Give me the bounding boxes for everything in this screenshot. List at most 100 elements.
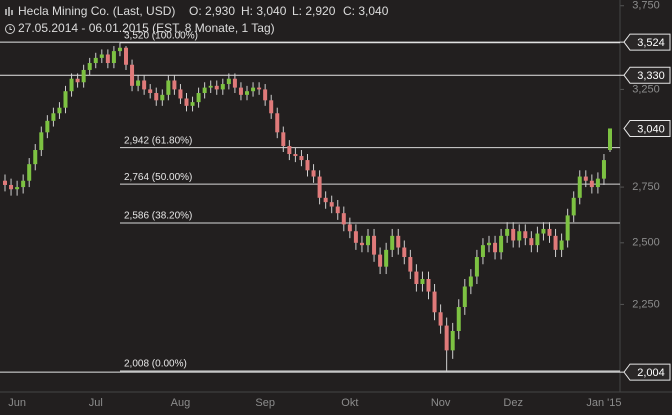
candle-body [251,87,256,92]
price-badge [623,66,671,84]
candle-body [317,176,322,198]
candle-body [27,164,32,181]
fib-label: 2,764 (50.00%) [124,172,192,183]
x-tick-label: Nov [431,397,451,409]
candle-body [432,291,437,313]
candle-body [541,228,546,234]
candle-body [202,87,207,94]
candle-body [220,84,225,90]
candle-body [45,120,50,133]
candle-body [263,89,268,101]
chart-subtitle: 27.05.2014 - 06.01.2015 (EST, 8 Monate, … [18,21,275,35]
candle-body [75,78,80,83]
candle-body [480,245,485,258]
candle-body [3,180,7,185]
candle-body [595,178,600,188]
candle-body [117,47,122,52]
candle-body [33,150,38,165]
fib-label: 3,520 (100.00%) [124,30,198,41]
candle-body [468,276,473,287]
candle-body [232,78,237,88]
candle-body [608,128,612,151]
candle-body [99,54,104,58]
candle-body [160,94,165,101]
candle-body [426,278,431,292]
price-badge-label: 3,524 [637,37,665,49]
candle-body [420,278,425,284]
fib-label: 2,008 (0.00%) [124,359,187,370]
price-badge-label: 2,004 [637,367,665,379]
candle-body [111,51,116,64]
x-tick-label: Jul [89,397,103,409]
candle-body [311,170,316,177]
candle-body [39,132,44,151]
candle-body [87,63,92,70]
y-tick-label: 2,500 [632,237,660,249]
ohlc-low: L: 2,920 [292,4,336,18]
candle-body [577,176,582,198]
price-badge-label: 3,330 [637,70,665,82]
candle-body [15,187,20,190]
clock-icon [5,24,15,34]
candle-body [281,132,286,147]
y-tick-label: 2,250 [632,298,660,310]
candle-body [589,180,594,188]
price-badge [623,33,671,51]
candle-body [105,54,110,64]
price-badge [623,119,671,137]
candle-body [190,102,195,106]
y-tick-label: 3,250 [632,83,660,95]
candle-body [184,98,189,106]
candle-body [396,235,401,248]
candle-body [390,235,395,250]
header-icons [5,7,15,34]
candle-body [136,80,141,86]
candle-body [553,235,558,250]
candle-body [63,91,68,108]
candle-body [487,242,491,246]
candle-body [154,93,159,101]
candle-body [565,215,570,241]
x-tick-label: Aug [171,397,191,409]
candle-body [9,184,14,190]
candle-body [142,80,147,90]
candle-body [208,85,213,88]
candle-body [257,87,262,90]
candle-body [535,233,540,246]
x-tick-label: Okt [341,397,358,409]
candle-body [287,146,292,155]
candle-body [196,93,201,103]
candle-body [214,85,219,90]
x-tick-label: Sep [255,397,275,409]
chart-icon [5,7,13,16]
candle-body [505,228,510,236]
candle-body [341,213,346,225]
candle-body [275,113,280,133]
candle-body [444,325,449,351]
candle-body [323,197,328,203]
candle-body [402,247,407,258]
candle-body [172,80,177,90]
ohlc-close: C: 3,040 [343,4,389,18]
x-tick-label: Jun [8,397,26,409]
chart-title: Hecla Mining Co. (Last, USD) [18,4,175,18]
candle-body [517,231,522,241]
candle-body [335,206,340,214]
candle-body [51,113,56,121]
candle-body [226,78,231,85]
candle-body [299,156,304,161]
candle-body [69,78,74,92]
candle-body [601,160,606,179]
candle-body [245,91,249,95]
candle-body [148,89,153,94]
candle-body [305,160,310,171]
candle-body [450,331,455,351]
candle-body [93,57,98,64]
candle-body [462,286,467,308]
candle-body [511,228,516,241]
price-badge-label: 3,040 [637,123,665,135]
candle-body [329,202,334,207]
candle-body [293,154,298,157]
